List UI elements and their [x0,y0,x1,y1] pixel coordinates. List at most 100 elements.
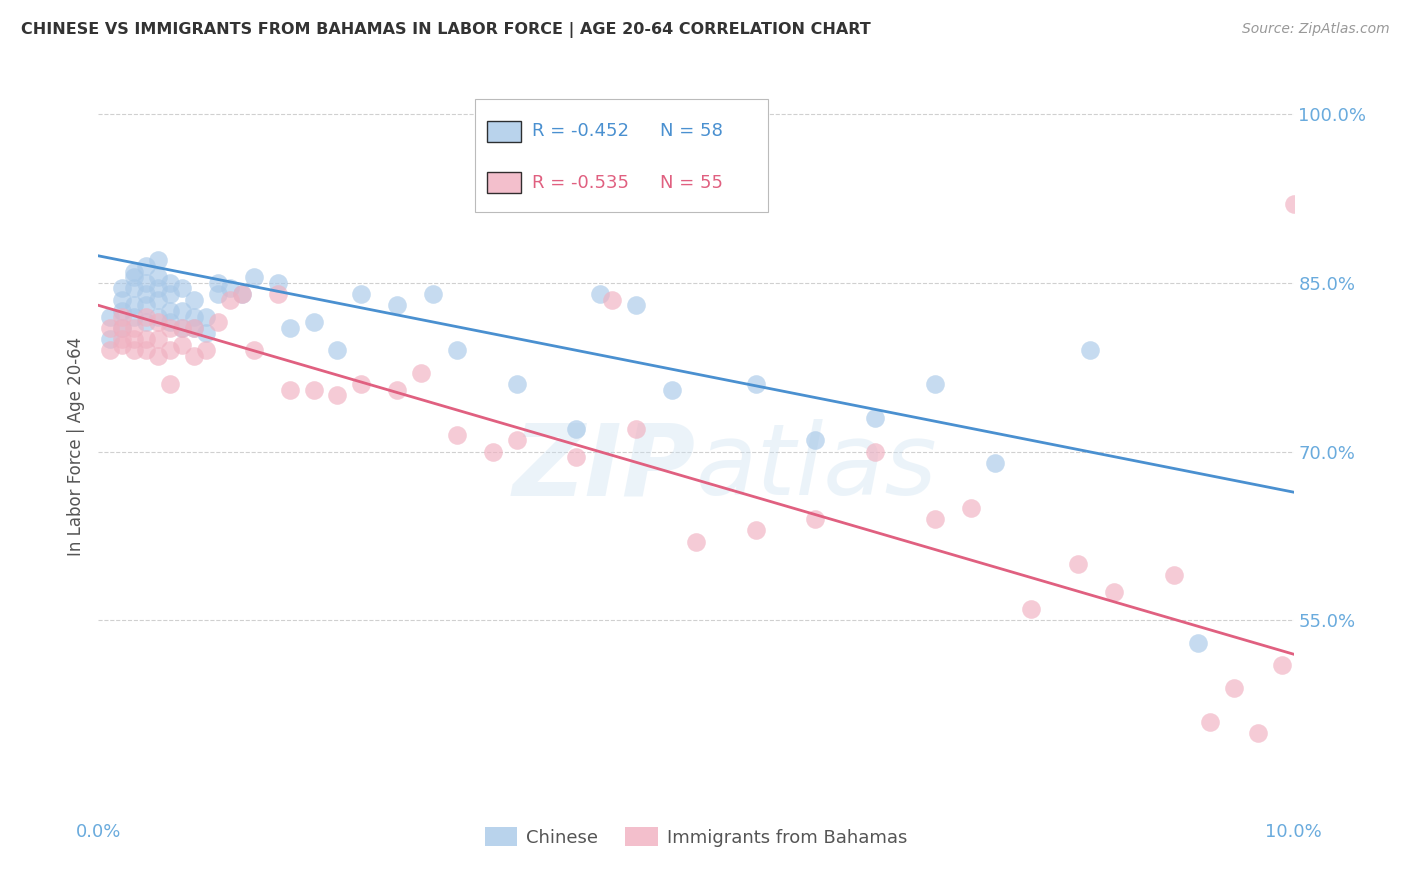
Point [1223,681,1246,695]
Point [135,310,157,324]
Point [243,270,266,285]
Point [1163,568,1185,582]
Point [172,321,194,335]
Point [267,287,290,301]
Point [183,321,205,335]
Point [172,321,194,335]
Point [207,276,229,290]
Point [626,298,648,312]
Point [350,287,373,301]
Point [446,343,468,358]
Point [243,343,266,358]
Text: Source: ZipAtlas.com: Source: ZipAtlas.com [1241,22,1389,37]
Point [124,321,146,335]
Point [1199,714,1222,729]
Point [148,253,170,268]
Text: ZIP: ZIP [513,419,696,516]
Point [159,304,181,318]
Point [219,293,242,307]
Point [1019,602,1042,616]
Point [135,343,157,358]
Point [960,500,983,515]
Point [446,427,468,442]
Point [159,321,181,335]
Point [148,332,170,346]
Point [804,434,827,448]
Point [111,321,134,335]
Point [135,332,157,346]
Point [111,321,134,335]
Point [482,444,505,458]
Point [172,337,194,351]
Text: CHINESE VS IMMIGRANTS FROM BAHAMAS IN LABOR FORCE | AGE 20-64 CORRELATION CHART: CHINESE VS IMMIGRANTS FROM BAHAMAS IN LA… [21,22,870,38]
Point [183,321,205,335]
Point [1187,636,1209,650]
Point [231,287,253,301]
Point [565,450,588,465]
Point [326,388,349,402]
Point [124,270,146,285]
Text: N = 58: N = 58 [661,122,723,140]
Point [626,422,648,436]
Point [98,332,122,346]
Point [148,349,170,363]
Point [159,287,181,301]
Point [1067,557,1090,571]
Point [326,343,349,358]
Point [1271,658,1294,673]
Point [148,293,170,307]
Point [231,287,253,301]
FancyBboxPatch shape [486,172,522,194]
Point [183,349,205,363]
Point [111,310,134,324]
Y-axis label: In Labor Force | Age 20-64: In Labor Force | Age 20-64 [66,336,84,556]
Point [1080,343,1102,358]
Legend: Chinese, Immigrants from Bahamas: Chinese, Immigrants from Bahamas [478,820,914,854]
Point [924,512,946,526]
Text: R = -0.452: R = -0.452 [533,122,630,140]
Point [98,321,122,335]
Point [135,287,157,301]
Point [159,276,181,290]
FancyBboxPatch shape [486,121,522,142]
Point [422,287,444,301]
Point [111,332,134,346]
Point [172,281,194,295]
Point [350,377,373,392]
Point [135,259,157,273]
Point [195,326,218,341]
Point [1104,585,1126,599]
Point [685,534,707,549]
Point [565,422,588,436]
Point [385,383,409,397]
Point [589,287,612,301]
Point [148,315,170,329]
Text: N = 55: N = 55 [661,174,723,192]
Point [195,310,218,324]
Point [111,281,134,295]
Point [302,383,325,397]
FancyBboxPatch shape [475,99,768,212]
Point [111,337,134,351]
Point [506,377,529,392]
Point [111,304,134,318]
Point [172,304,194,318]
Point [278,321,301,335]
Point [135,298,157,312]
Point [98,343,122,358]
Point [135,276,157,290]
Point [148,281,170,295]
Point [804,512,827,526]
Point [207,287,229,301]
Point [124,310,146,324]
Point [124,298,146,312]
Point [111,293,134,307]
Point [159,343,181,358]
Point [745,377,768,392]
Point [124,332,146,346]
Point [267,276,290,290]
Point [661,383,683,397]
Point [745,524,768,538]
Point [124,343,146,358]
Point [207,315,229,329]
